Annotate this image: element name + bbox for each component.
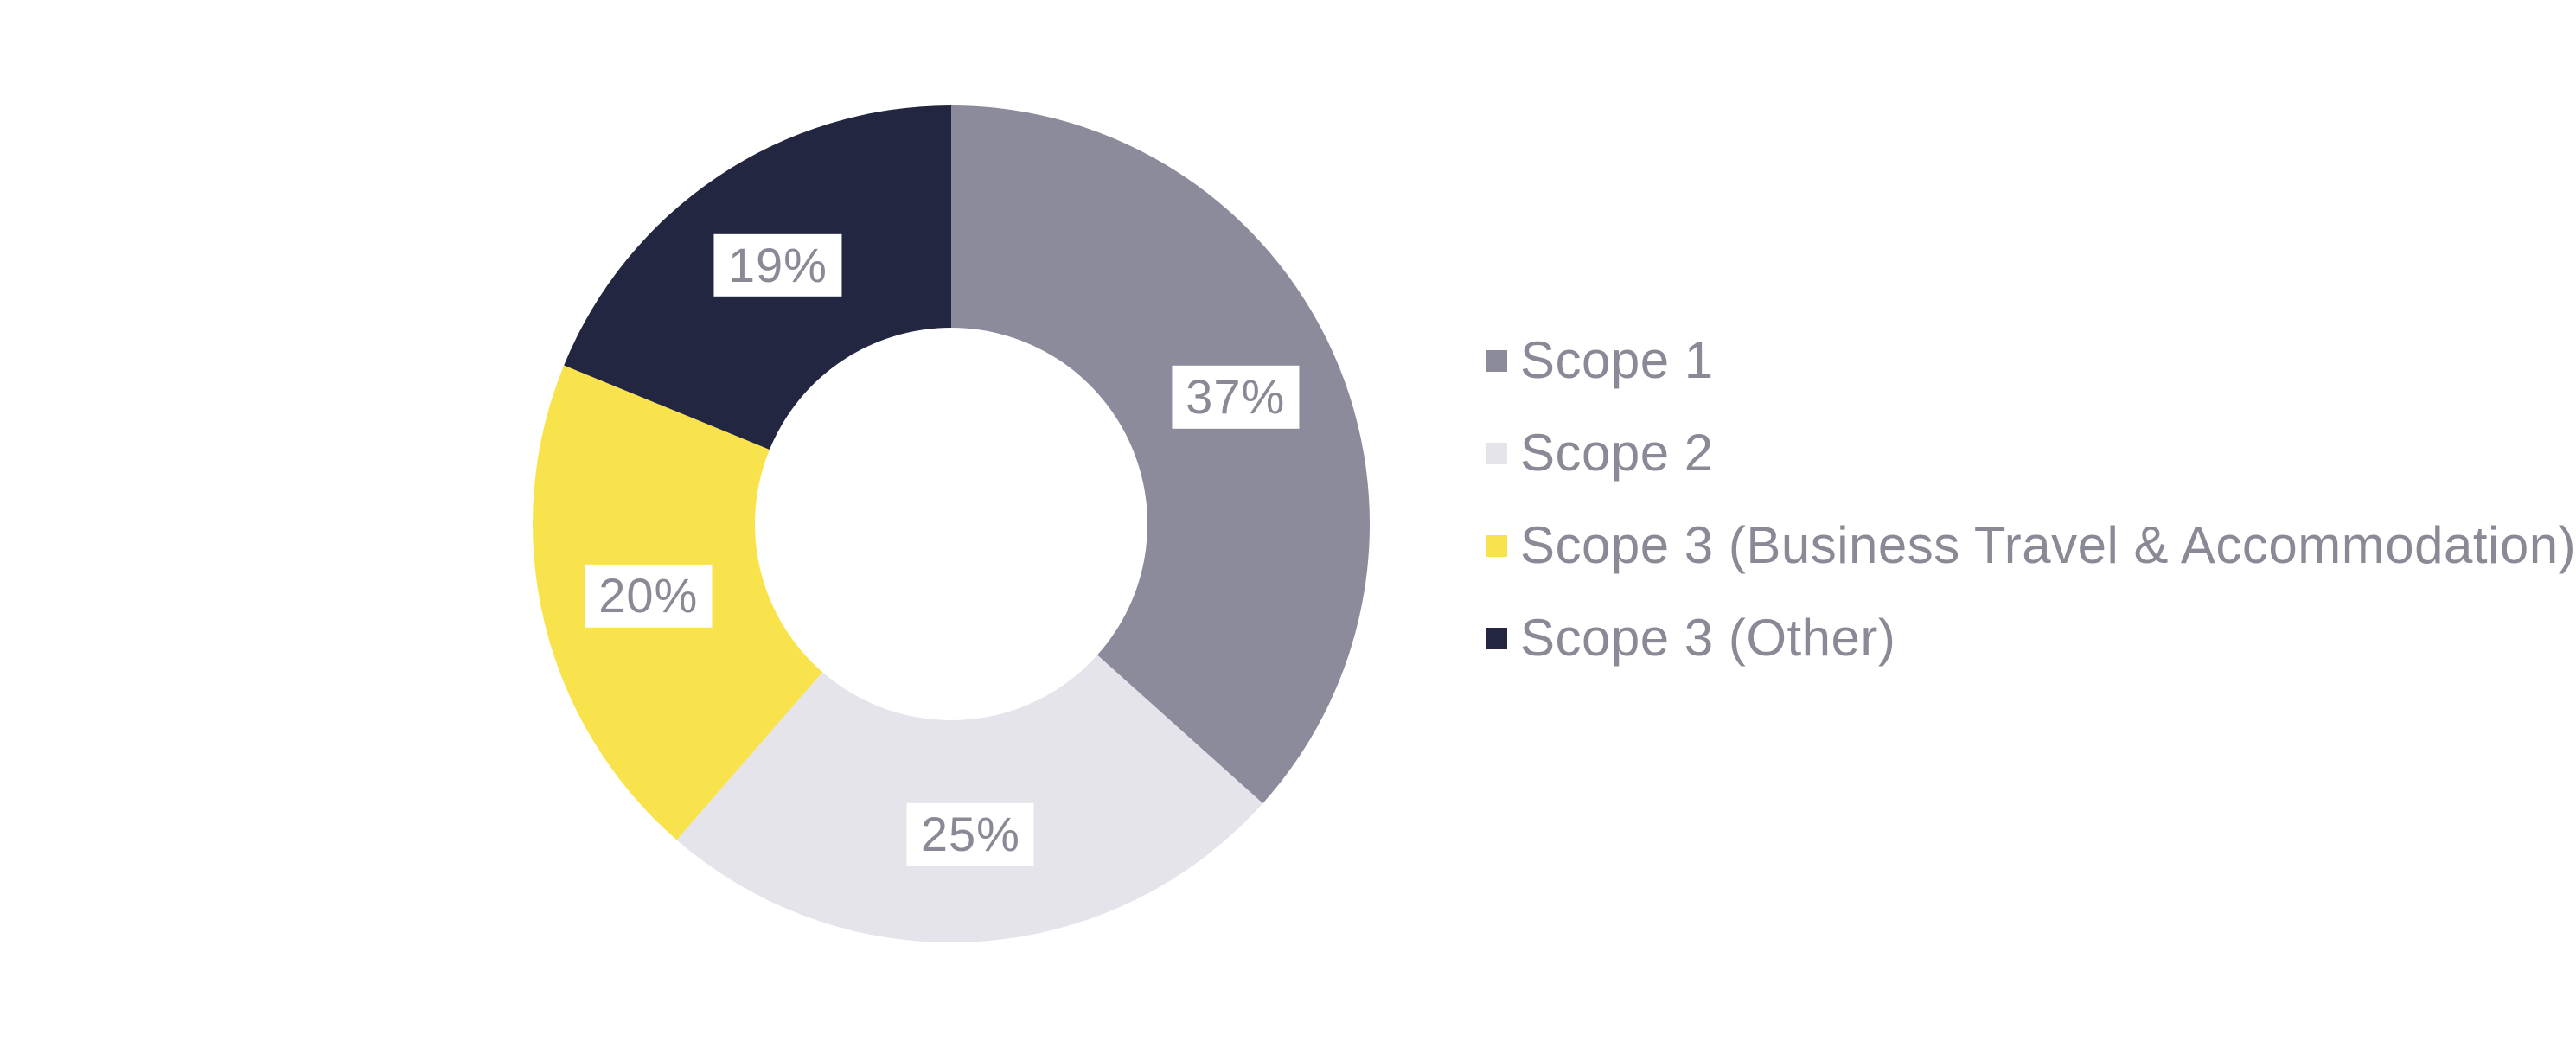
legend-swatch-scope-3-business-travel-and-accommodation: [1486, 534, 1507, 557]
legend-item-scope-2: Scope 2: [1486, 427, 2576, 479]
slice-value-label-scope-2: 25%: [906, 803, 1034, 866]
legend-item-scope-3-business-travel-and-accommodation: Scope 3 (Business Travel & Accommodation…: [1486, 520, 2576, 572]
legend-item-scope-1: Scope 1: [1486, 335, 2576, 386]
donut-slice-scope-2: [676, 655, 1263, 942]
legend-label-scope-2: Scope 2: [1520, 424, 1714, 482]
donut-slice-scope-1: [951, 105, 1370, 804]
legend-label-scope-3-other: Scope 3 (Other): [1520, 609, 1896, 667]
slice-value-label-scope-3-other: 19%: [713, 233, 841, 297]
slice-value-label-scope-1: 37%: [1172, 366, 1300, 429]
legend-swatch-scope-3-other: [1486, 627, 1507, 649]
legend-label-scope-1: Scope 1: [1520, 331, 1714, 389]
legend: Scope 1 Scope 2 Scope 3 (Business Travel &…: [1486, 335, 2576, 664]
legend-label-scope-3-business-travel-and-accommodation: Scope 3 (Business Travel & Accommodation…: [1520, 516, 2576, 574]
legend-swatch-scope-2: [1486, 442, 1507, 464]
slice-value-label-scope-3-business-travel-and-accommodation: 20%: [585, 565, 713, 628]
legend-swatch-scope-1: [1486, 349, 1507, 372]
legend-item-scope-3-other: Scope 3 (Other): [1486, 612, 2576, 664]
